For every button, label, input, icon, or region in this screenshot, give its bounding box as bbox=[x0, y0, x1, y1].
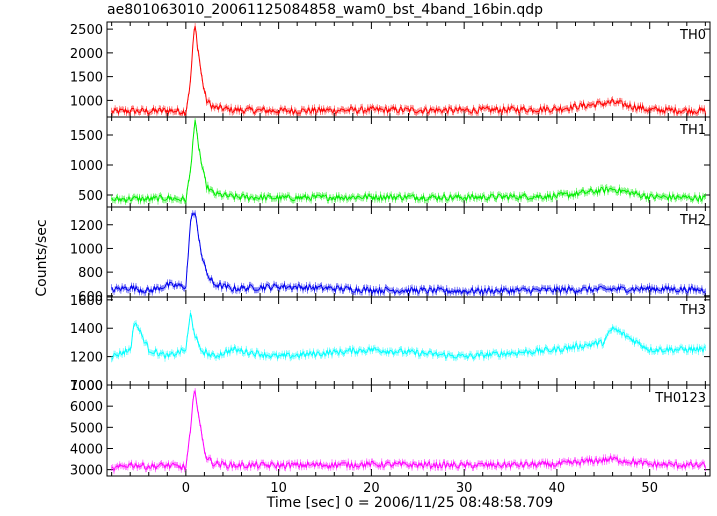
y-tick-label: 6000 bbox=[70, 400, 103, 415]
y-tick-label: 1000 bbox=[70, 379, 103, 394]
y-tick-label: 2000 bbox=[70, 47, 103, 62]
panel-frame-TH2 bbox=[106, 206, 711, 298]
series-line-TH0 bbox=[111, 25, 706, 117]
panel-label-TH0: TH0 bbox=[679, 28, 706, 43]
x-tick-label: 30 bbox=[456, 481, 473, 496]
y-tick-label: 600 bbox=[78, 290, 103, 305]
y-tick-label: 7000 bbox=[70, 379, 103, 394]
y-tick-label: 1400 bbox=[70, 322, 103, 337]
y-tick-label: 5000 bbox=[70, 421, 103, 436]
error-bars-TH3 bbox=[111, 310, 706, 363]
y-tick-label: 4000 bbox=[70, 442, 103, 457]
y-tick-label: 1200 bbox=[70, 219, 103, 234]
x-tick-label: 50 bbox=[641, 481, 658, 496]
y-tick-label: 1600 bbox=[70, 294, 103, 309]
series-line-TH0123 bbox=[111, 389, 706, 474]
y-tick-label: 1500 bbox=[70, 71, 103, 86]
y-tick-label: 1200 bbox=[70, 351, 103, 366]
series-line-TH1 bbox=[111, 119, 706, 204]
y-tick-label: 500 bbox=[78, 189, 103, 204]
x-axis-label: Time [sec] 0 = 2006/11/25 08:48:58.709 bbox=[266, 495, 554, 511]
x-tick-label: 40 bbox=[549, 481, 566, 496]
x-tick-label: 20 bbox=[363, 481, 380, 496]
panel-label-TH1: TH1 bbox=[679, 123, 706, 138]
panel-label-TH2: TH2 bbox=[679, 213, 706, 228]
chart-title: ae801063010_20061125084858_wam0_bst_4ban… bbox=[107, 2, 544, 18]
panel-label-TH0123: TH0123 bbox=[654, 391, 706, 406]
panel-label-TH3: TH3 bbox=[679, 303, 706, 318]
y-tick-label: 1000 bbox=[70, 159, 103, 174]
y-tick-label: 3000 bbox=[70, 464, 103, 479]
x-tick-label: 0 bbox=[182, 481, 190, 496]
series-line-TH3 bbox=[111, 312, 706, 360]
y-tick-label: 1000 bbox=[70, 94, 103, 109]
y-tick-label: 1000 bbox=[70, 242, 103, 257]
y-tick-label: 1500 bbox=[70, 129, 103, 144]
y-tick-label: 800 bbox=[78, 266, 103, 281]
x-tick-label: 10 bbox=[270, 481, 287, 496]
series-line-TH2 bbox=[111, 212, 706, 296]
error-bars-TH0123 bbox=[111, 388, 706, 475]
y-tick-label: 2500 bbox=[70, 23, 103, 38]
